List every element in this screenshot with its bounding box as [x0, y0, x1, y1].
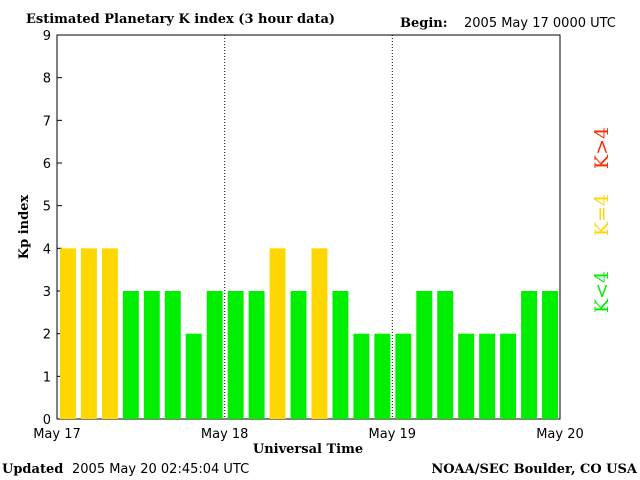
- kp-bar: [542, 291, 558, 419]
- kp-bar: [395, 333, 412, 419]
- kp-bar: [458, 333, 475, 419]
- y-tick-label: 5: [43, 200, 51, 215]
- chart-title: Estimated Planetary K index (3 hour data…: [26, 12, 335, 27]
- legend-k-less-4: K<4: [591, 271, 613, 313]
- kp-bar: [479, 333, 496, 419]
- kp-bar: [269, 248, 286, 419]
- begin-label: Begin:: [400, 16, 448, 31]
- y-tick-label: 3: [43, 285, 51, 300]
- y-tick-label: 9: [43, 29, 51, 44]
- kp-bar: [311, 248, 328, 419]
- kp-bar: [374, 333, 391, 419]
- x-tick-label: May 17: [33, 427, 81, 442]
- kp-bar: [437, 291, 454, 419]
- kp-bar: [248, 291, 265, 419]
- x-tick-label: May 20: [536, 427, 584, 442]
- kp-bar: [416, 291, 433, 419]
- begin-value: 2005 May 17 0000 UTC: [464, 16, 616, 31]
- y-axis-label: Kp index: [17, 195, 32, 260]
- kp-bar: [227, 291, 244, 419]
- kp-bar: [206, 291, 223, 419]
- bar-series: [60, 248, 558, 419]
- y-tick-label: 1: [43, 370, 51, 385]
- updated-value: 2005 May 20 02:45:04 UTC: [72, 462, 249, 477]
- kp-bar: [500, 333, 517, 419]
- kp-bar: [353, 333, 370, 419]
- kp-bar: [332, 291, 349, 419]
- kp-bar: [101, 248, 118, 419]
- y-tick-label: 7: [43, 114, 51, 129]
- kp-bar: [290, 291, 307, 419]
- updated-label: Updated: [2, 462, 63, 477]
- kp-bar: [143, 291, 160, 419]
- kp-bar: [60, 248, 76, 419]
- source-label: NOAA/SEC Boulder, CO USA: [431, 462, 638, 477]
- x-tick-label: May 18: [201, 427, 249, 442]
- y-tick-label: 0: [43, 413, 51, 428]
- x-axis-label: Universal Time: [253, 442, 363, 457]
- kp-bar: [521, 291, 538, 419]
- y-axis: 0 1 2 3 4 5 6 7 8 9: [43, 29, 62, 428]
- y-tick-label: 2: [43, 328, 51, 343]
- y-tick-label: 6: [43, 157, 51, 172]
- y-tick-label: 8: [43, 72, 51, 87]
- legend-k-greater-4: K>4: [591, 127, 613, 169]
- y-tick-label: 4: [43, 242, 51, 257]
- legend-k-equal-4: K=4: [591, 194, 613, 236]
- x-tick-label: May 19: [369, 427, 417, 442]
- kp-bar: [164, 291, 181, 419]
- plot-frame: [56, 34, 561, 420]
- kp-bar: [122, 291, 139, 419]
- kp-bar: [80, 248, 97, 419]
- kp-bar: [185, 333, 202, 419]
